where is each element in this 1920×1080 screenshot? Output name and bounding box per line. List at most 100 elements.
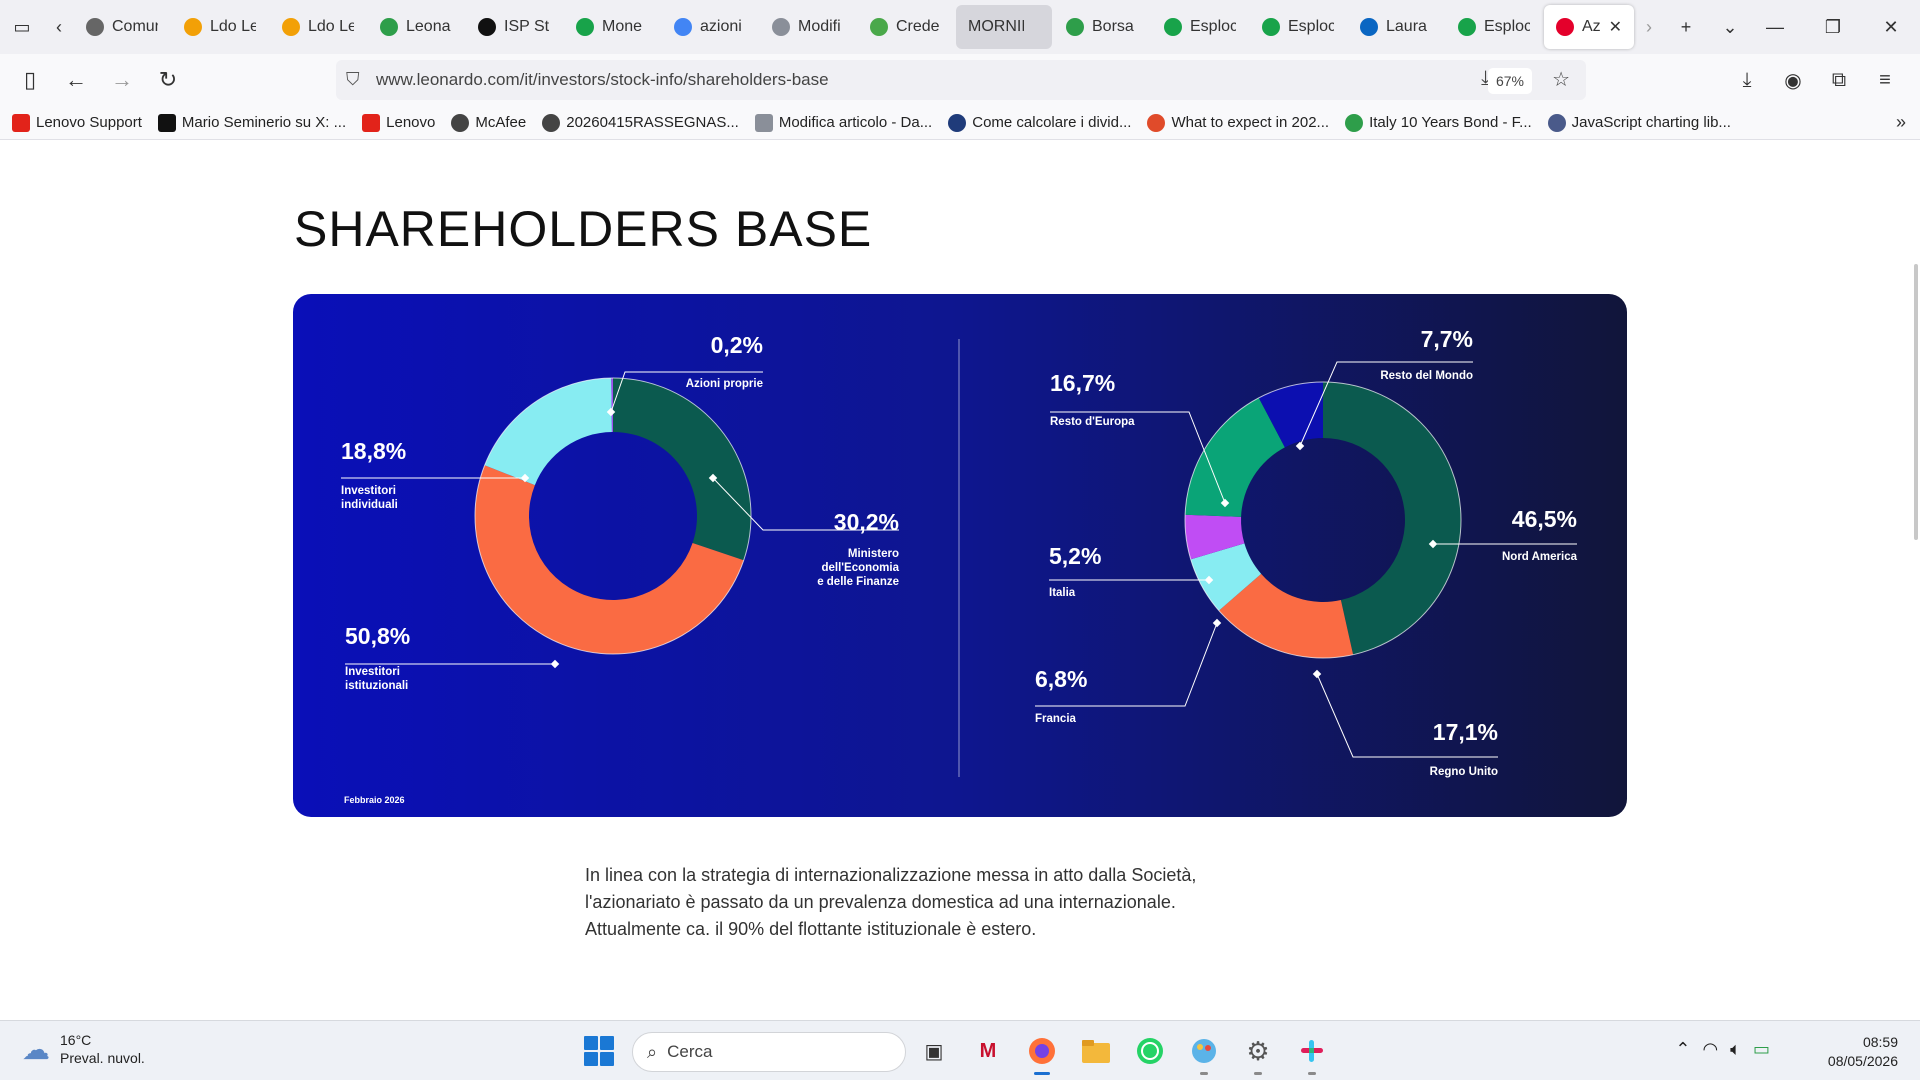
slice-category-label: Investitori [345, 666, 400, 678]
show-hidden-icons-icon[interactable]: ⌃ [1675, 1039, 1691, 1059]
tab-title: Ldo Le [210, 18, 256, 35]
donut-outline [1184, 381, 1462, 659]
scroll-tabs-left-icon[interactable]: ‹ [56, 16, 62, 37]
back-icon[interactable]: ← [65, 67, 87, 92]
bookmark-item[interactable]: What to expect in 202... [1147, 113, 1329, 132]
bookmark-star-icon[interactable]: ☆ [1552, 69, 1570, 91]
tab-title: azioni [700, 18, 742, 35]
windows-start-icon[interactable] [584, 1036, 614, 1066]
callout-line [1035, 622, 1218, 707]
settings-gear-icon[interactable]: ⚙ [1238, 1031, 1278, 1075]
browser-tab[interactable]: Crede [858, 5, 954, 49]
bookmark-label: Modifica articolo - Da... [778, 114, 933, 131]
tab-list-icon[interactable]: ▭ [13, 16, 31, 37]
bookmark-item[interactable]: Modifica articolo - Da... [754, 113, 933, 132]
scroll-tabs-right-icon[interactable]: › [1646, 16, 1652, 37]
search-icon: ⌕ [647, 1041, 658, 1062]
donut-slice [474, 465, 744, 655]
callout-marker [708, 473, 718, 483]
close-tab-icon[interactable]: ✕ [1608, 19, 1622, 36]
bookmark-item[interactable]: JavaScript charting lib... [1547, 113, 1731, 132]
volume-icon[interactable]: 🔈︎ [1730, 1039, 1741, 1059]
downloads-icon[interactable]: ⤓ [1742, 68, 1752, 91]
whatsapp-icon[interactable] [1130, 1031, 1170, 1071]
browser-tab[interactable]: MORNING [956, 5, 1052, 49]
tab-dropdown-icon[interactable]: ⌄ [1722, 16, 1738, 37]
donut-slice [1185, 397, 1285, 517]
tab-favicon-icon [1164, 18, 1182, 36]
browser-tab[interactable]: Esploc [1250, 5, 1346, 49]
sidebar-toggle-icon[interactable]: ▯ [23, 67, 37, 92]
address-bar[interactable]: ⛉ www.leonardo.com/it/investors/stock-in… [336, 60, 1586, 100]
tab-favicon-icon [380, 18, 398, 36]
browser-tab[interactable]: Borsa [1054, 5, 1150, 49]
weather-widget[interactable]: ☁ 16°C Preval. nuvol. [22, 1031, 145, 1067]
firefox-icon[interactable] [1022, 1031, 1062, 1075]
bookmark-label: Come calcolare i divid... [972, 114, 1132, 131]
task-view-icon[interactable]: ▣ [924, 1040, 944, 1063]
bookmark-label: Mario Seminerio su X: ... [181, 114, 347, 131]
bookmark-item[interactable]: Lenovo Support [12, 113, 142, 132]
scrollbar-thumb[interactable] [1914, 264, 1918, 540]
url-text[interactable]: www.leonardo.com/it/investors/stock-info… [376, 70, 829, 89]
account-icon[interactable]: ◉ [1784, 69, 1802, 92]
zoom-level[interactable]: 67% [1487, 68, 1532, 94]
browser-tab[interactable]: Comuni [74, 5, 170, 49]
shield-icon[interactable]: ⛉ [346, 69, 360, 89]
mcafee-icon[interactable]: M [979, 1039, 997, 1062]
minimize-icon[interactable]: — [1766, 16, 1784, 37]
bookmark-item[interactable]: Mario Seminerio su X: ... [157, 113, 347, 132]
browser-tab[interactable]: Ldo Le [270, 5, 366, 49]
tab-title: Comuni [112, 18, 158, 35]
reload-icon[interactable]: ↻ [158, 67, 178, 92]
forward-icon[interactable]: → [111, 67, 133, 92]
new-tab-icon[interactable]: + [1680, 16, 1692, 37]
browser-tab[interactable]: azioni [662, 5, 758, 49]
browser-tab[interactable]: Ldo Le [172, 5, 268, 49]
description-text: In linea con la strategia di internazion… [585, 862, 1345, 943]
bookmark-item[interactable]: Come calcolare i divid... [948, 113, 1132, 132]
tab-favicon-icon [478, 18, 496, 36]
browser-tab[interactable]: Azi ✕ [1544, 5, 1634, 49]
extensions-icon[interactable]: ⧉ [1831, 68, 1847, 91]
system-tray: ⌃ ◠ 🔈︎ ▭ [1675, 1039, 1770, 1060]
browser-tab[interactable]: Mone [564, 5, 660, 49]
tab-title: Esploc [1484, 18, 1530, 35]
taskbar-search[interactable]: ⌕ Cerca [632, 1032, 906, 1072]
menu-icon[interactable]: ≡ [1879, 68, 1891, 91]
donut-slice [484, 378, 612, 486]
browser-tab[interactable]: Esploc [1446, 5, 1542, 49]
restore-icon[interactable]: ❐ [1824, 16, 1842, 37]
wifi-icon[interactable]: ◠ [1702, 1039, 1719, 1059]
browser-tab[interactable]: Laura [1348, 5, 1444, 49]
taskbar: ☁ 16°C Preval. nuvol. ⌕ Cerca ▣ M ⚙ ⌃ ◠ [0, 1020, 1920, 1080]
taskbar-clock[interactable]: 08:59 08/05/2026 [1828, 1033, 1898, 1071]
bookmark-item[interactable]: Lenovo [362, 113, 435, 132]
bookmark-item[interactable]: 20260415RASSEGNAS... [542, 113, 739, 132]
tab-favicon-icon [772, 18, 790, 36]
tab-title: Ldo Le [308, 18, 354, 35]
tab-title: Borsa [1092, 18, 1134, 35]
paint-icon[interactable] [1184, 1031, 1224, 1075]
bookmark-label: Italy 10 Years Bond - F... [1369, 114, 1532, 131]
browser-tab[interactable]: Leona [368, 5, 464, 49]
bookmark-item[interactable]: Italy 10 Years Bond - F... [1345, 113, 1532, 132]
save-page-icon[interactable]: ⤓ [1481, 67, 1490, 89]
browser-tab[interactable]: Esploc [1152, 5, 1248, 49]
slice-value-label: 30,2% [834, 509, 899, 535]
browser-tab[interactable]: Modifi [760, 5, 856, 49]
slice-value-label: 6,8% [1035, 666, 1087, 692]
browser-tab[interactable]: ISP St [466, 5, 562, 49]
close-window-icon[interactable]: ✕ [1883, 16, 1899, 37]
donut-slice [1323, 382, 1461, 655]
slack-icon[interactable] [1292, 1031, 1332, 1075]
donut-slice [1190, 543, 1262, 611]
battery-icon[interactable]: ▭ [1752, 1039, 1770, 1059]
slice-category-label: Francia [1035, 713, 1077, 725]
file-explorer-icon[interactable] [1076, 1031, 1116, 1071]
bookmark-item[interactable]: McAfee [451, 113, 526, 132]
callout-marker [1212, 618, 1222, 628]
more-bookmarks-icon[interactable]: » [1895, 112, 1906, 132]
callout-line [1050, 411, 1226, 504]
tab-favicon-icon [184, 18, 202, 36]
